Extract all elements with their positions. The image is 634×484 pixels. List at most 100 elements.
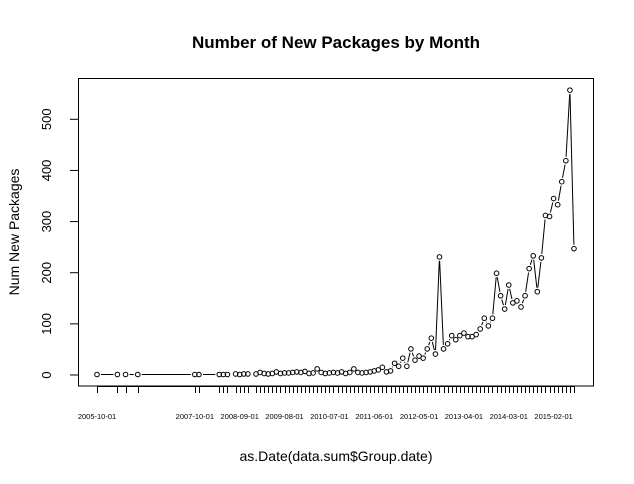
data-point — [395, 363, 402, 370]
data-point — [240, 371, 247, 377]
y-tick-label: 0 — [39, 371, 54, 378]
x-axis: 2005-10-01 2007-10-01 2008-09-01 2009-08-01… — [78, 386, 575, 421]
data-point — [399, 355, 406, 361]
data-point — [424, 346, 431, 352]
data-point — [481, 315, 488, 322]
data-point — [346, 369, 353, 376]
data-point — [420, 355, 426, 361]
data-point — [220, 371, 227, 378]
data-point — [571, 245, 577, 252]
data-point — [216, 371, 223, 378]
x-tick-label: 2015-02-01 — [534, 412, 572, 421]
data-point — [473, 331, 479, 338]
data-point — [122, 371, 129, 378]
data-point — [114, 371, 121, 378]
y-tick-label: 100 — [39, 313, 54, 335]
x-tick-label: 2008-09-01 — [221, 412, 259, 421]
data-point — [391, 360, 398, 367]
y-tick-label: 400 — [39, 160, 54, 182]
x-tick-label: 2013-04-01 — [445, 412, 483, 421]
x-tick-label: 2007-10-01 — [176, 412, 214, 421]
data-point — [94, 371, 100, 378]
series-segment — [431, 341, 435, 351]
series-segment — [407, 352, 411, 363]
series-segment — [549, 202, 554, 213]
data-point — [501, 306, 508, 312]
data-point — [465, 333, 471, 340]
data-point — [314, 366, 320, 372]
series-segment — [404, 361, 406, 363]
data-point — [444, 341, 451, 347]
series-segment — [533, 259, 538, 288]
data-point — [196, 371, 202, 378]
y-axis: 0 100 200 300 400 500 — [39, 108, 79, 379]
y-tick-label: 300 — [39, 211, 54, 233]
data-point — [485, 323, 492, 329]
data-point — [526, 265, 532, 272]
data-point — [379, 364, 386, 371]
data-point — [440, 346, 447, 352]
series-segment — [439, 260, 444, 345]
data-point — [554, 201, 561, 208]
x-tick-label: 2009-08-01 — [265, 412, 303, 421]
data-point — [558, 178, 565, 185]
data-point — [546, 213, 553, 220]
x-axis-label: as.Date(data.sum$Group.date) — [240, 448, 433, 464]
series-segment — [557, 185, 562, 201]
data-point — [428, 335, 435, 341]
data-point — [518, 304, 524, 310]
data-point — [497, 292, 504, 299]
plot-box — [78, 78, 594, 387]
y-tick-label: 500 — [39, 108, 54, 130]
y-axis-label: Num New Packages — [6, 169, 22, 296]
series-segment — [541, 219, 546, 254]
data-point — [477, 326, 484, 332]
data-point — [457, 332, 463, 339]
data-point — [461, 330, 467, 336]
data-point — [224, 371, 231, 378]
x-tick-label: 2014-03-01 — [490, 412, 528, 421]
series-segment — [448, 338, 451, 341]
series-segment — [521, 299, 525, 304]
series-segment — [496, 277, 501, 292]
x-tick-label: 2011-06-01 — [355, 412, 393, 421]
series-segment — [562, 164, 566, 178]
data-point — [538, 255, 545, 261]
data-point — [134, 371, 141, 378]
data-point — [514, 298, 520, 304]
data-point — [432, 351, 439, 357]
series-segment — [424, 352, 427, 355]
data-point — [404, 363, 410, 370]
data-point — [412, 357, 418, 363]
data-point — [436, 254, 443, 260]
series-segment — [565, 94, 571, 157]
x-tick-label: 2012-05-01 — [400, 412, 438, 421]
data-point — [375, 367, 382, 373]
data-point — [245, 371, 251, 377]
series-segment — [501, 299, 504, 306]
data-point — [489, 315, 496, 322]
series-segment — [525, 272, 530, 292]
chart-title: Number of New Packages by Month — [192, 33, 480, 52]
series-segment — [411, 352, 415, 357]
series-segment — [400, 361, 402, 363]
series-segment — [537, 261, 542, 288]
series-segment — [569, 94, 575, 245]
data-point — [522, 292, 528, 299]
data-point — [192, 371, 198, 378]
series-segment — [504, 288, 509, 306]
series-segment — [435, 260, 440, 351]
series-segment — [492, 277, 497, 315]
data-point — [563, 157, 569, 164]
data-point — [567, 87, 573, 93]
data-point — [281, 370, 288, 376]
data-point — [530, 253, 537, 259]
data-point — [550, 195, 557, 202]
data-point — [534, 288, 541, 295]
x-tick-label: 2010-07-01 — [310, 412, 348, 421]
data-point — [448, 332, 455, 339]
series-segment — [428, 341, 431, 346]
series-segment — [509, 288, 513, 300]
data-point — [387, 368, 394, 374]
